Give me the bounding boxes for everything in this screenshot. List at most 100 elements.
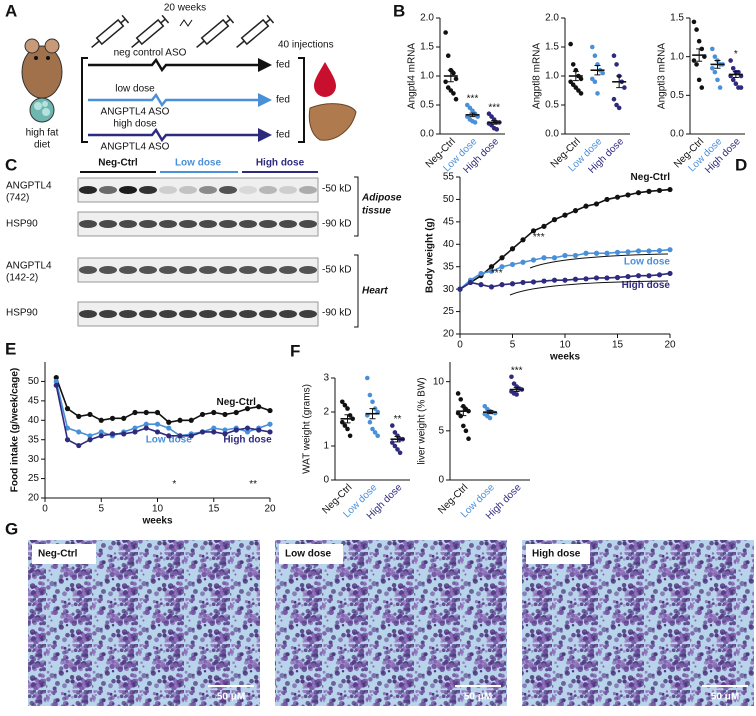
data-point xyxy=(696,38,702,44)
band xyxy=(239,220,257,228)
data-point xyxy=(188,433,194,439)
data-point xyxy=(738,85,744,90)
row-label: HSP90 xyxy=(6,308,38,319)
data-point xyxy=(656,272,663,278)
band xyxy=(259,310,277,318)
data-point xyxy=(530,279,537,285)
data-point xyxy=(583,250,589,256)
data-point xyxy=(64,406,71,412)
data-point xyxy=(256,404,262,410)
panel-a-art xyxy=(21,14,357,143)
band xyxy=(159,310,177,318)
data-point xyxy=(667,270,673,277)
band xyxy=(199,310,217,318)
label-box xyxy=(32,544,96,564)
band xyxy=(179,220,197,228)
band xyxy=(79,186,97,194)
data-point xyxy=(595,91,600,96)
band xyxy=(79,266,97,274)
band xyxy=(79,310,97,318)
data-point xyxy=(578,76,584,82)
data-point xyxy=(53,378,59,385)
y-tick-label: 0 xyxy=(438,475,444,486)
band xyxy=(299,310,317,318)
data-point xyxy=(541,278,547,284)
y-tick-label: 45 xyxy=(443,216,455,227)
scale-label: 50 μM xyxy=(217,692,245,703)
data-point xyxy=(467,279,474,286)
path-shape xyxy=(88,57,258,73)
data-point xyxy=(342,402,348,408)
circle-shape xyxy=(46,56,50,60)
data-point xyxy=(98,417,104,423)
data-point xyxy=(109,415,116,421)
data-point xyxy=(211,429,217,435)
data-point xyxy=(340,399,345,405)
series-label: Low dose xyxy=(624,256,671,267)
data-point xyxy=(367,419,373,425)
significance: *** xyxy=(467,94,479,105)
data-point xyxy=(710,65,715,71)
bracket-arrow xyxy=(509,280,669,296)
data-point xyxy=(166,433,172,439)
error-bar xyxy=(513,387,520,392)
data-point xyxy=(616,105,622,111)
data-point xyxy=(443,30,448,35)
significance: * xyxy=(734,49,738,60)
y-tick-label: 45 xyxy=(28,395,40,406)
outcome: fed xyxy=(276,130,290,141)
y-tick-label: 30 xyxy=(443,284,455,295)
data-point xyxy=(728,58,733,63)
data-point xyxy=(451,91,456,96)
data-point xyxy=(590,44,595,50)
arm-label: ANGPTL4 ASO xyxy=(101,107,170,118)
band xyxy=(299,220,317,228)
group-label: High dose xyxy=(256,158,305,169)
y-tick-label: 2 xyxy=(323,407,329,418)
data-point xyxy=(635,273,642,279)
band xyxy=(299,266,317,274)
band xyxy=(179,186,197,194)
histology-image xyxy=(522,540,754,706)
data-point xyxy=(367,392,373,398)
y-tick-label: 50 xyxy=(443,194,455,205)
data-point xyxy=(451,70,456,76)
y-axis-label: Food intake (g/week/cage) xyxy=(10,368,21,492)
data-point xyxy=(98,429,104,435)
path-shape xyxy=(81,57,88,143)
band xyxy=(219,220,237,228)
data-point xyxy=(345,426,350,432)
data-point xyxy=(154,429,161,435)
data-point xyxy=(488,264,495,270)
y-tick-label: 40 xyxy=(28,415,40,426)
data-point xyxy=(667,186,673,193)
row-label: ANGPTL4 xyxy=(6,181,52,192)
data-point xyxy=(132,409,138,416)
panel-label: E xyxy=(5,339,16,358)
data-point xyxy=(509,281,516,287)
data-point xyxy=(572,208,579,214)
arm-label: ANGPTL4 ASO xyxy=(101,142,170,153)
blots xyxy=(77,177,319,327)
path-shape xyxy=(88,92,258,108)
error-bar xyxy=(732,70,739,79)
g-shape xyxy=(236,14,275,49)
y-tick-label: 40 xyxy=(443,239,455,250)
data-point xyxy=(530,228,537,234)
data-point xyxy=(562,277,568,283)
data-point xyxy=(699,85,705,90)
band xyxy=(219,310,237,318)
data-point xyxy=(625,192,631,198)
annotation: *** xyxy=(533,232,545,243)
data-point xyxy=(625,273,631,280)
data-point xyxy=(509,246,516,252)
data-point xyxy=(604,275,610,281)
panel-label: F xyxy=(290,341,300,360)
data-point xyxy=(635,248,642,254)
rect-shape xyxy=(200,18,230,46)
y-tick-label: 3 xyxy=(323,373,329,384)
data-point xyxy=(453,96,459,102)
band xyxy=(219,266,237,274)
y-axis-label: Angptl4 mRNA xyxy=(407,43,418,109)
data-point xyxy=(694,27,699,32)
